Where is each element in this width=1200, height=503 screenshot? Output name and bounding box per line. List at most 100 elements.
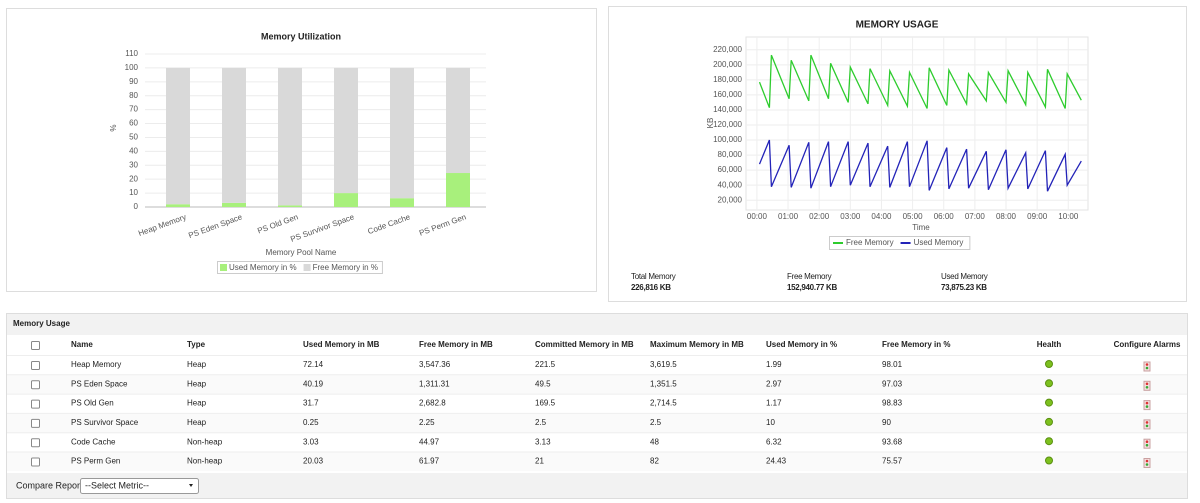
health-icon — [1045, 437, 1053, 446]
y-tick-label: 110 — [125, 49, 138, 58]
column-header: Health — [1037, 340, 1062, 349]
table-cell: 2,714.5 — [650, 399, 677, 408]
legend-label: Free Memory — [846, 238, 894, 247]
row-stripe — [7, 374, 1187, 394]
table-cell: Heap — [187, 399, 207, 408]
line-series — [758, 139, 1082, 192]
checkbox[interactable] — [31, 418, 40, 428]
column-header: Maximum Memory in MB — [650, 340, 744, 349]
chart-title: MEMORY USAGE — [856, 20, 939, 31]
table-cell: 1,351.5 — [650, 379, 677, 388]
x-tick-label: 09:00 — [1027, 212, 1048, 221]
metric-select-text[interactable]: --Select Metric-- — [85, 480, 149, 490]
table-cell: 20.03 — [303, 457, 324, 466]
plot-area — [745, 36, 1089, 211]
x-tick-label: 08:00 — [996, 212, 1017, 221]
summary-label: Free Memory — [787, 272, 832, 281]
x-axis-label: Time — [912, 223, 930, 232]
y-tick-label: 20 — [129, 174, 138, 183]
bar-segment — [446, 67, 470, 174]
health-icon — [1045, 456, 1053, 465]
panel-right — [608, 6, 1187, 302]
table-footer-bar — [7, 473, 1187, 498]
alarm-light — [1145, 386, 1149, 389]
summary-label: Used Memory — [941, 272, 988, 281]
bar-segment — [222, 202, 246, 207]
table-cell: Heap Memory — [71, 360, 121, 369]
y-tick-label: 140,000 — [713, 105, 742, 114]
table-cell: 40.19 — [303, 379, 324, 388]
checkbox[interactable] — [31, 380, 40, 390]
y-tick-label: 20,000 — [718, 195, 743, 204]
checkbox[interactable] — [31, 457, 40, 467]
x-tick-label: 07:00 — [965, 212, 986, 221]
footer-label: Compare Reports — [16, 480, 88, 490]
checkbox[interactable] — [31, 399, 40, 409]
alarm-light — [1145, 424, 1149, 428]
table-cell: 61.97 — [419, 457, 440, 466]
bar-segment — [334, 67, 358, 194]
alarm-icon[interactable] — [1143, 380, 1151, 391]
legend-label: Used Memory in % — [229, 263, 297, 272]
legend-box — [829, 236, 971, 250]
table-cell: 75.57 — [882, 457, 903, 466]
alarm-icon[interactable] — [1143, 458, 1151, 468]
table-cell: Non-heap — [187, 457, 223, 466]
legend-box — [217, 261, 383, 274]
chart-title: Memory Utilization — [261, 31, 341, 41]
alarm-light — [1145, 382, 1149, 386]
checkbox[interactable] — [31, 361, 40, 370]
column-header: Type — [187, 340, 206, 349]
table-cell: 221.5 — [535, 360, 556, 369]
column-header: Free Memory in % — [882, 340, 950, 349]
y-tick-label: 160,000 — [713, 90, 742, 99]
table-cell: 1.17 — [766, 399, 782, 408]
x-tick-label: 10:00 — [1058, 212, 1079, 221]
checkbox[interactable] — [31, 438, 40, 448]
alarm-icon[interactable] — [1143, 361, 1151, 372]
alarm-light — [1145, 401, 1149, 405]
table-cell: 24.43 — [766, 457, 787, 466]
y-tick-label: 90 — [129, 77, 138, 86]
bar-segment — [334, 193, 358, 207]
bar-segment — [390, 67, 414, 199]
y-axis-label: KB — [706, 118, 715, 129]
x-tick-label: 02:00 — [809, 212, 830, 221]
checkbox[interactable] — [31, 341, 40, 350]
table-cell: 82 — [650, 457, 659, 466]
alarm-light — [1145, 405, 1149, 408]
table-cell: 10 — [766, 418, 775, 427]
column-header: Committed Memory in MB — [535, 340, 634, 349]
table-cell: 98.01 — [882, 360, 903, 369]
table-header-bar — [7, 314, 1187, 335]
y-tick-label: 220,000 — [713, 45, 742, 54]
y-tick-label: 120,000 — [713, 120, 742, 129]
x-tick-label: 01:00 — [778, 212, 799, 221]
bar-segment — [390, 198, 414, 207]
table-cell: Heap — [187, 360, 207, 369]
x-tick-label: 00:00 — [747, 212, 768, 221]
y-tick-label: 60,000 — [718, 165, 743, 174]
bar-segment — [166, 204, 190, 207]
table-cell: 2.25 — [419, 418, 435, 427]
table-cell: 98.83 — [882, 399, 903, 408]
table-cell: 72.14 — [303, 360, 324, 369]
table-cell: 93.68 — [882, 437, 903, 446]
alarm-icon[interactable] — [1143, 400, 1151, 411]
y-tick-label: 40,000 — [718, 180, 743, 189]
alarm-icon[interactable] — [1143, 438, 1151, 449]
alarm-light — [1145, 363, 1149, 366]
table-cell: 3,619.5 — [650, 360, 677, 369]
table-cell: 3.03 — [303, 437, 319, 446]
alarm-icon[interactable] — [1143, 419, 1151, 430]
legend-label: Used Memory — [914, 238, 964, 247]
table-cell: 6.32 — [766, 437, 782, 446]
select-arrow — [189, 484, 193, 487]
legend-label: Free Memory in % — [313, 263, 378, 272]
y-tick-label: 80,000 — [718, 150, 743, 159]
column-header: Used Memory in % — [766, 340, 837, 349]
metric-select[interactable] — [80, 478, 199, 494]
table-cell: 2,682.8 — [419, 399, 446, 408]
bar-segment — [278, 67, 302, 206]
y-tick-label: 60 — [129, 119, 138, 128]
